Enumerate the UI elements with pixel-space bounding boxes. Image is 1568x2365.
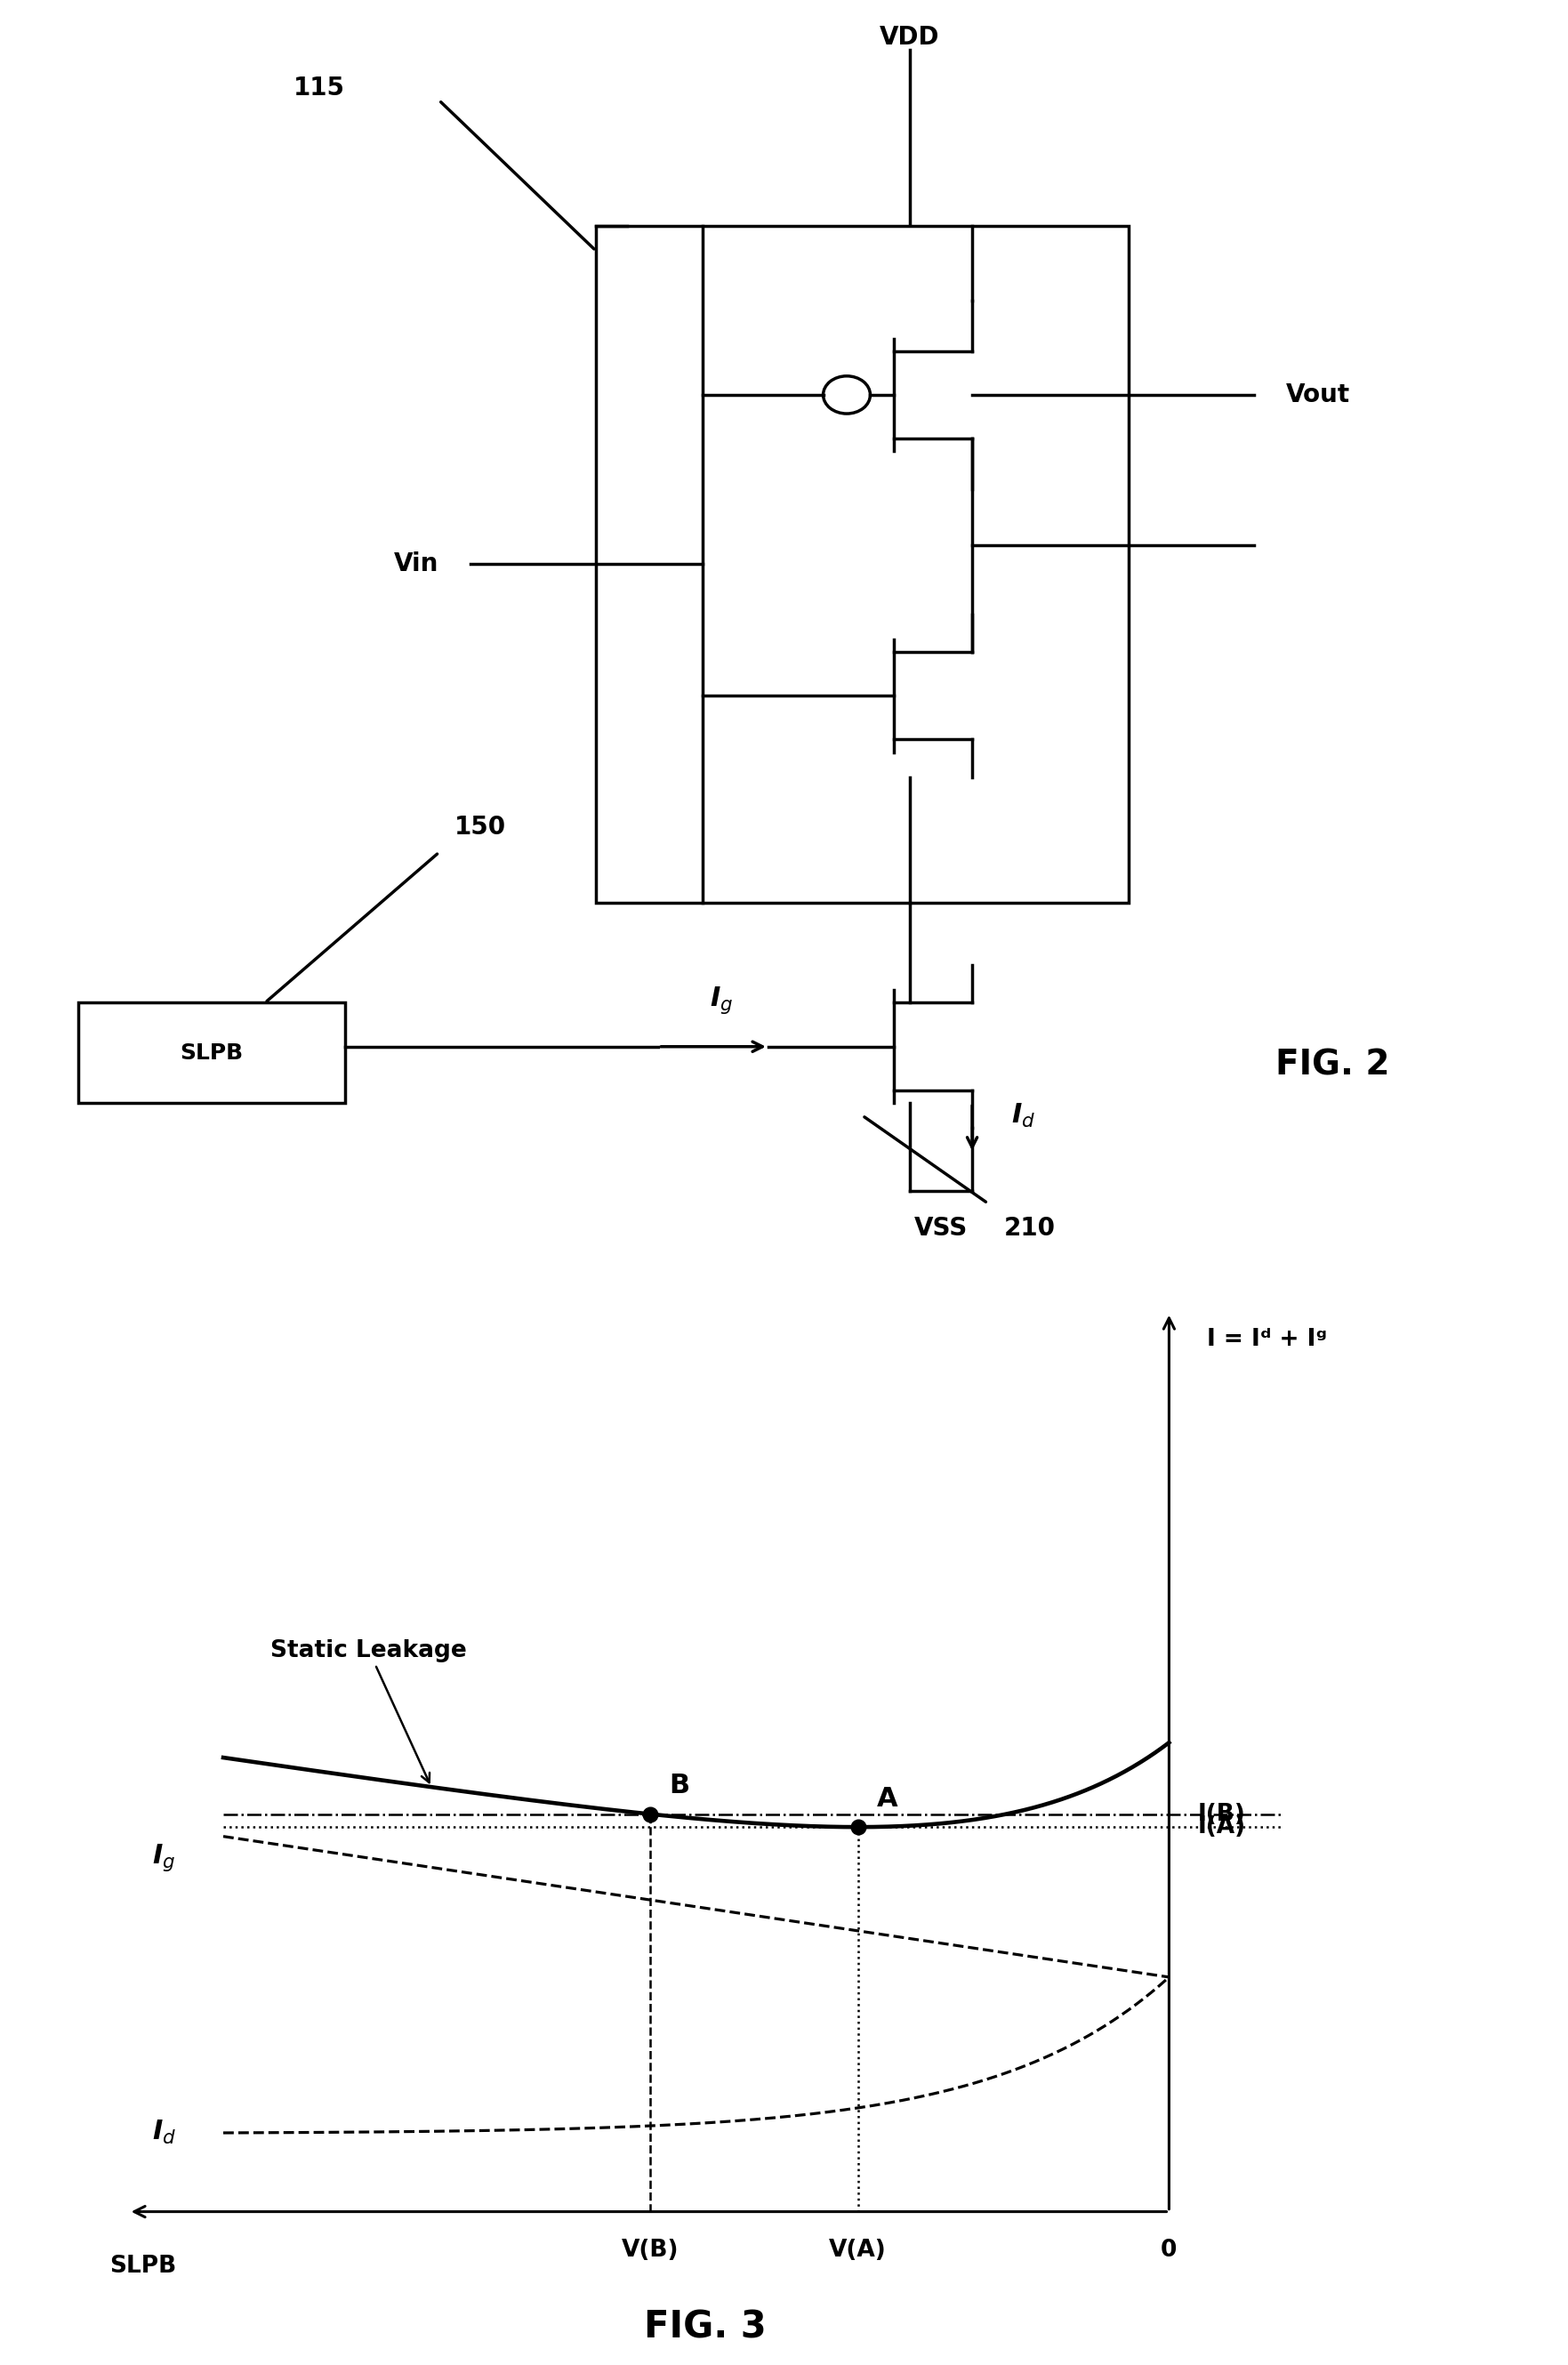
Bar	[596, 225, 1129, 903]
Text: 115: 115	[293, 76, 345, 99]
Text: FIG. 3: FIG. 3	[644, 2308, 767, 2346]
Text: VDD: VDD	[880, 26, 939, 50]
Text: V(B): V(B)	[621, 2240, 679, 2263]
Text: 150: 150	[455, 816, 506, 840]
Text: 210: 210	[1004, 1216, 1055, 1242]
Text: 0: 0	[1160, 2240, 1178, 2263]
Text: I(A): I(A)	[1198, 1816, 1245, 1838]
Text: FIG. 2: FIG. 2	[1276, 1048, 1389, 1083]
Text: Vout: Vout	[1286, 383, 1350, 407]
Text: V(A): V(A)	[829, 2240, 887, 2263]
Text: I$_d$: I$_d$	[152, 2119, 176, 2145]
Text: B: B	[670, 1774, 690, 1797]
Text: I(B): I(B)	[1198, 1802, 1245, 1826]
Text: VSS: VSS	[914, 1216, 967, 1242]
Bar	[78, 1003, 345, 1102]
Text: I = Iᵈ + Iᵍ: I = Iᵈ + Iᵍ	[1207, 1329, 1327, 1350]
Text: SLPB: SLPB	[180, 1043, 243, 1064]
Text: I$_g$: I$_g$	[152, 1842, 176, 1873]
Text: SLPB: SLPB	[110, 2254, 177, 2277]
Text: Static Leakage: Static Leakage	[271, 1639, 467, 1783]
Text: I$_d$: I$_d$	[1011, 1102, 1035, 1130]
Text: I$_g$: I$_g$	[710, 984, 732, 1015]
Text: A: A	[877, 1786, 898, 1812]
Text: Vin: Vin	[394, 551, 439, 577]
